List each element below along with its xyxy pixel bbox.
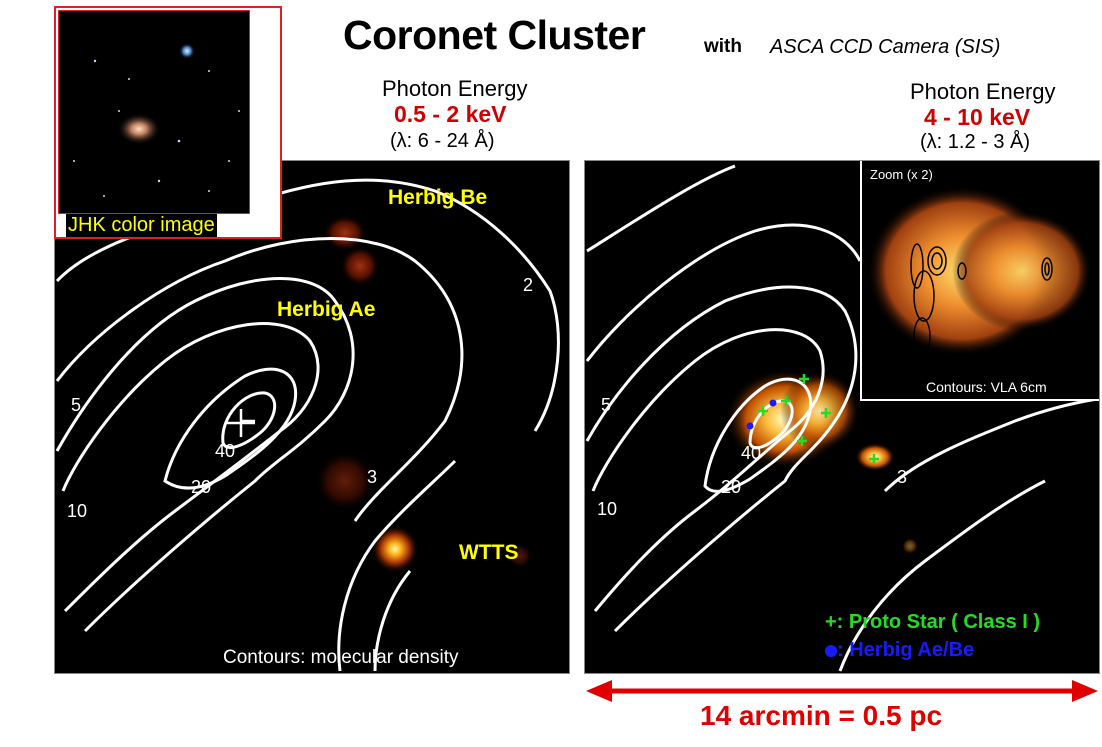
hard-xray-image-panel: Zoom (x 2) Contours: VLA 6cm 3 5 10 20 4… [584, 160, 1100, 674]
density-peak-cross [227, 409, 255, 437]
proto-star-marker [797, 436, 807, 446]
contour-label-2: 2 [523, 275, 534, 295]
label-wtts: WTTS [459, 541, 519, 564]
herbig-be-source [323, 215, 367, 251]
soft-band-wavelength: (λ: 6 - 24 Å) [390, 130, 495, 152]
herbig-marker [746, 422, 754, 430]
proto-star-marker [758, 406, 768, 416]
jhk-color-image [58, 10, 250, 214]
hard-xray-image [585, 164, 1098, 672]
soft-band-range: 0.5 - 2 keV [394, 101, 507, 127]
left-caption: Contours: molecular density [223, 647, 459, 668]
legend-herbig-label: : Herbig Ae/Be [837, 639, 975, 661]
proto-star-marker [781, 396, 791, 406]
contour-label-10-hard: 10 [597, 499, 618, 519]
hard-band-label: Photon Energy [910, 79, 1056, 104]
contour-label-20: 20 [191, 477, 212, 497]
label-herbig-be: Herbig Be [388, 186, 488, 209]
zoom-image [867, 186, 1092, 356]
contour-label-3: 3 [367, 467, 378, 487]
molecular-density-contours [55, 178, 560, 672]
wtts-source [371, 525, 419, 573]
faint-source [508, 544, 532, 568]
hard-band-wavelength: (λ: 1.2 - 3 Å) [920, 131, 1031, 153]
soft-band-label: Photon Energy [382, 76, 528, 101]
zoom-label: Zoom (x 2) [870, 167, 933, 182]
proto-star-markers [758, 374, 879, 464]
zoom-inset: Zoom (x 2) Contours: VLA 6cm [860, 161, 1099, 401]
figure-title: Coronet Cluster [343, 12, 646, 58]
jhk-inset: JHK color image [54, 6, 282, 239]
bright-star [179, 43, 195, 59]
jhk-caption: JHK color image [66, 214, 217, 237]
zoom-caption: Contours: VLA 6cm [926, 379, 1047, 395]
proto-star-marker [821, 408, 831, 418]
contour-label-40-hard: 40 [741, 443, 762, 463]
label-herbig-ae: Herbig Ae [277, 298, 376, 321]
proto-star-marker [799, 374, 809, 384]
legend-herbig: : Herbig Ae/Be [825, 639, 974, 662]
diffuse-emission [315, 451, 375, 511]
herbig-dot-icon [825, 645, 837, 657]
hard-xray-emission-east [780, 371, 860, 451]
hard-band-range: 4 - 10 keV [924, 104, 1031, 130]
vla-contours [910, 243, 1053, 355]
herbig-markers [746, 399, 777, 430]
contour-label-10: 10 [67, 501, 88, 521]
field-stars [73, 59, 240, 197]
faint-hard-source [902, 538, 918, 554]
contour-label-5-hard: 5 [601, 395, 612, 415]
herbig-ae-source [340, 246, 380, 286]
coronet-nebula [117, 113, 161, 145]
legend-proto-star: +: Proto Star ( Class I ) [825, 611, 1041, 633]
zoom-emission-east [952, 211, 1092, 331]
contour-label-40: 40 [215, 441, 236, 461]
contour-label-3-hard: 3 [897, 467, 908, 487]
herbig-marker [769, 399, 777, 407]
title-with: with [704, 36, 742, 57]
scale-bar-arrow [586, 680, 1098, 702]
proto-star-marker [869, 454, 879, 464]
contour-label-5: 5 [71, 395, 82, 415]
camera-name: ASCA CCD Camera (SIS) [770, 36, 1001, 58]
scale-bar-label: 14 arcmin = 0.5 pc [700, 700, 943, 731]
contour-label-20-hard: 20 [721, 477, 742, 497]
soft-xray-image-panel: Herbig Be Herbig Ae WTTS 2 3 5 10 20 40 … [54, 160, 570, 674]
